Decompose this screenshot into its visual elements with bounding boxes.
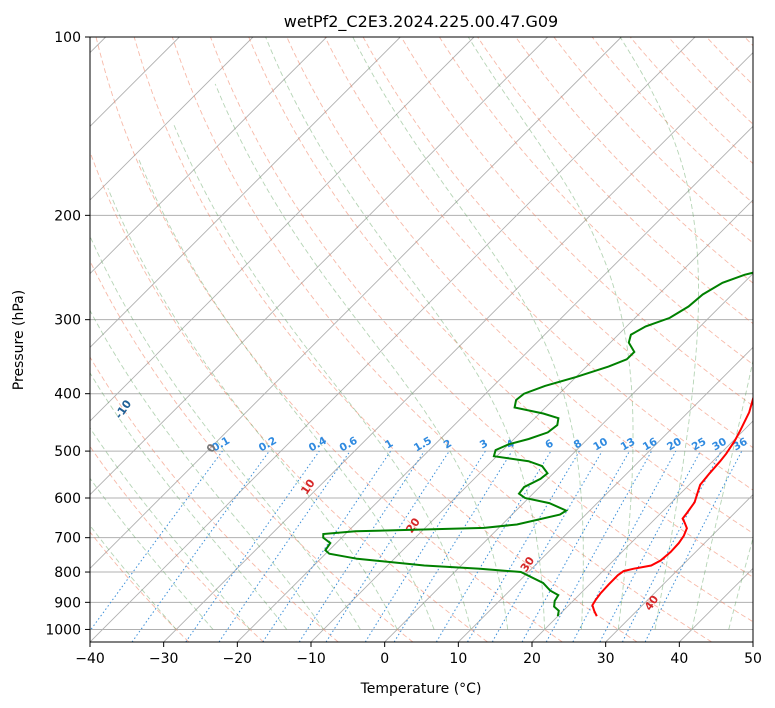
moist-adiabat	[691, 358, 753, 630]
isotherm-line	[163, 52, 753, 642]
dry-adiabat	[90, 445, 264, 642]
y-tick-label: 300	[54, 313, 81, 329]
dry-adiabat	[210, 37, 753, 623]
dry-adiabat	[90, 531, 190, 642]
temperature-line	[591, 395, 753, 617]
dry-adiabat	[171, 37, 712, 642]
mixing-ratio-line	[298, 450, 425, 642]
dry-adiabat	[439, 37, 753, 365]
y-tick-label: 500	[54, 444, 81, 460]
x-tick-label: 50	[744, 651, 762, 667]
y-tick-label: 900	[54, 595, 81, 611]
isotherm-line	[90, 37, 327, 275]
isotherm-line	[605, 494, 753, 642]
x-tick-label: 40	[670, 651, 688, 667]
mixing-ratio-line	[185, 450, 320, 642]
dry-adiabat	[248, 37, 753, 578]
x-tick-label: −10	[296, 651, 326, 667]
mixing-ratio-line	[521, 450, 630, 642]
x-tick-label: −20	[223, 651, 253, 667]
y-tick-label: 800	[54, 565, 81, 581]
background-lines	[90, 37, 753, 642]
y-tick-label: 1000	[45, 622, 81, 638]
x-tick-label: −40	[75, 651, 105, 667]
mixing-ratio-line	[218, 450, 351, 642]
isotherm-line	[90, 37, 254, 201]
dry-adiabat	[90, 150, 488, 642]
profile-series	[322, 271, 753, 617]
dry-adiabat	[133, 37, 638, 642]
mixing-ratio-line	[393, 450, 513, 642]
plot-frame	[89, 36, 754, 643]
y-axis-label: Pressure (hPa)	[11, 290, 27, 390]
moist-adiabat	[467, 37, 634, 630]
moist-adiabat	[107, 188, 398, 630]
x-tick-label: 30	[597, 651, 615, 667]
y-tick-label: 100	[54, 30, 81, 46]
isotherm-line	[531, 420, 753, 642]
mixing-ratio-line	[545, 450, 653, 642]
chart-title: wetPf2_C2E3.2024.225.00.47.G09	[284, 12, 558, 32]
moist-adiabat	[172, 123, 472, 630]
y-tick-label: 200	[54, 208, 81, 224]
y-tick-label: 700	[54, 531, 81, 547]
x-tick-label: −30	[149, 651, 179, 667]
dry-adiabat	[90, 259, 414, 642]
isotherm-line	[237, 125, 753, 642]
mixing-ratio-line	[131, 450, 270, 642]
y-axis-ticks: 100 200 300 400 500 600 700 800 900 1000	[45, 30, 90, 638]
x-axis-ticks: −40 −30 −20 −10 0 10 20 30 40 50	[75, 642, 762, 667]
isotherm-line	[90, 37, 696, 642]
moist-adiabat	[90, 427, 251, 630]
moist-adiabat	[90, 524, 177, 630]
moist-adiabat	[137, 157, 435, 630]
isotherm-line	[90, 37, 475, 422]
moist-adiabat	[90, 372, 288, 630]
moist-adiabat	[619, 37, 699, 630]
moist-adiabat	[90, 235, 361, 630]
mixing-ratio-line	[262, 450, 392, 642]
moist-adiabat	[214, 83, 509, 630]
isotherm-line	[90, 37, 548, 496]
mixing-ratio-line	[325, 450, 450, 642]
x-tick-label: 20	[523, 651, 541, 667]
y-tick-label: 600	[54, 491, 81, 507]
y-tick-label: 400	[54, 387, 81, 403]
isotherm-line	[458, 346, 753, 642]
x-axis-label: Temperature (°C)	[360, 681, 482, 697]
x-tick-label: 0	[380, 651, 389, 667]
isotherm-line	[384, 273, 753, 642]
moist-adiabat	[90, 309, 324, 630]
moist-adiabat	[265, 37, 546, 630]
dry-adiabat	[515, 37, 753, 284]
dry-adiabat	[95, 37, 563, 642]
moist-adiabat	[90, 477, 214, 630]
mixing-ratio-line	[90, 450, 223, 632]
mixing-ratio-line	[644, 450, 743, 642]
dry-adiabat	[400, 37, 753, 407]
dry-adiabat	[90, 356, 339, 642]
dewpoint-line	[322, 271, 753, 617]
isotherm-line	[90, 37, 622, 569]
moist-adiabat	[728, 536, 753, 630]
dry-adiabat	[324, 37, 753, 491]
moist-adiabat	[352, 37, 584, 630]
mixing-ratio-line	[572, 450, 677, 642]
x-tick-label: 10	[449, 651, 467, 667]
isotherm-line	[90, 37, 401, 348]
